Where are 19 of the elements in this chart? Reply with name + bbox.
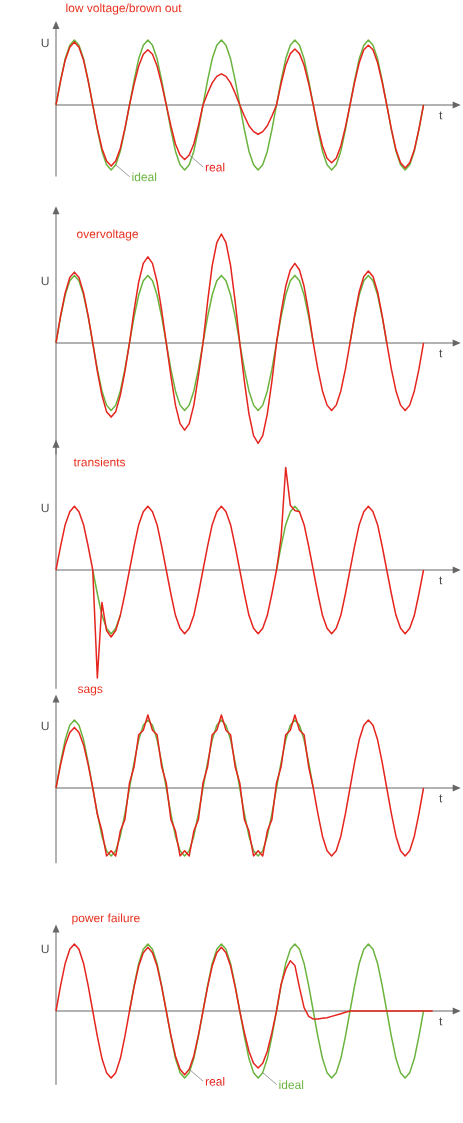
- series-label: real: [205, 162, 225, 172]
- y-axis-title: U: [41, 38, 49, 48]
- x-axis-title: t: [439, 576, 443, 585]
- chart-title: power failure: [72, 913, 140, 925]
- chart-title: sags: [77, 686, 103, 696]
- x-axis-title: t: [439, 111, 443, 120]
- x-axis-title: t: [439, 349, 443, 358]
- chart-title: overvoltage: [77, 229, 139, 241]
- y-axis-title: U: [41, 276, 49, 286]
- chart-title: low voltage/brown out: [66, 3, 182, 15]
- y-axis-title: U: [41, 503, 49, 513]
- series-label: ideal: [279, 1080, 304, 1090]
- series-label: ideal: [132, 172, 157, 182]
- x-axis-title: t: [439, 794, 443, 803]
- y-axis-title: U: [41, 721, 49, 731]
- x-axis-title: t: [439, 1017, 443, 1026]
- y-axis-title: U: [41, 944, 49, 954]
- chart-title: transients: [73, 457, 126, 467]
- series-label: real: [205, 1076, 225, 1086]
